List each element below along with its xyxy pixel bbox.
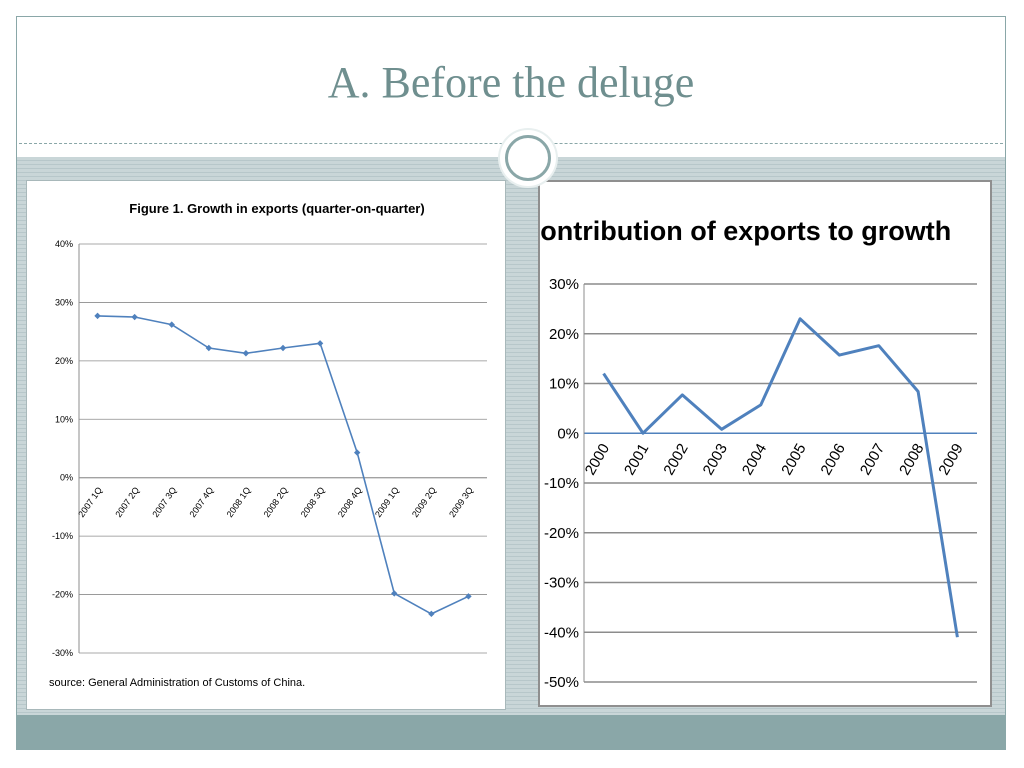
contribution-chart: Contribution of exports to growth 30% 20%…	[521, 216, 977, 691]
c2-ytick-label: 0%	[557, 425, 579, 442]
c1-data-point	[242, 350, 250, 357]
c2-ytick-label: 30%	[549, 276, 579, 293]
chart1-source: source: General Administration of Custom…	[49, 677, 305, 689]
c2-xtick-label: 2001	[621, 441, 652, 478]
slide-frame: A. Before the deluge Figure 1. Growth in…	[16, 16, 1006, 750]
c1-data-point	[316, 340, 324, 347]
chart-panel-left: Figure 1. Growth in exports (quarter-on-…	[26, 180, 506, 710]
c1-xtick-label: 2009 1Q	[373, 485, 401, 519]
c1-xtick-label: 2007 4Q	[187, 485, 215, 519]
c1-xtick-label: 2009 2Q	[410, 485, 438, 519]
c1-ytick-label: -30%	[52, 648, 73, 658]
chart-panel-right: Contribution of exports to growth 30% 20%…	[521, 180, 992, 707]
c1-data-point	[168, 321, 175, 328]
c2-ytick-label: -40%	[544, 624, 579, 641]
c1-xtick-label: 2008 3Q	[299, 485, 327, 519]
c1-data-point	[94, 312, 101, 320]
slide-title: A. Before the deluge	[327, 58, 695, 107]
c1-ytick-label: 40%	[55, 239, 73, 249]
c1-data-point	[465, 593, 472, 600]
c1-data-point	[353, 449, 361, 456]
title-area: A. Before the deluge	[17, 17, 1005, 145]
c2-xtick-label: 2002	[660, 441, 691, 478]
c2-xtick-label: 2007	[857, 441, 888, 478]
c1-xtick-label: 2007 1Q	[76, 485, 104, 519]
c1-ytick-label: -10%	[52, 531, 73, 541]
export-growth-chart: Figure 1. Growth in exports (quarter-on-…	[49, 201, 487, 689]
c2-ytick-label: 10%	[549, 376, 579, 393]
chart2-title: Contribution of exports to growth	[540, 216, 951, 246]
c2-xtick-label: 2005	[778, 441, 809, 478]
c2-xtick-label: 2006	[818, 441, 849, 478]
c2-xtick-label: 2004	[739, 441, 770, 478]
c1-xtick-label: 2008 4Q	[336, 485, 364, 519]
c2-ytick-label: -10%	[544, 475, 579, 492]
c2-xtick-label: 2009	[935, 441, 966, 478]
c2-xtick-label: 2000	[582, 441, 613, 478]
c2-xtick-label: 2003	[700, 441, 731, 478]
c2-ytick-label: -50%	[544, 674, 579, 691]
c1-xtick-label: 2009 3Q	[447, 485, 475, 519]
c1-data-point	[391, 590, 398, 597]
c1-ytick-label: -20%	[52, 590, 73, 600]
c1-ytick-label: 0%	[60, 473, 73, 483]
c1-data-point	[428, 610, 435, 618]
circle-ornament	[500, 130, 556, 186]
c1-data-point	[205, 344, 213, 352]
c1-ytick-label: 20%	[55, 356, 73, 366]
c1-ytick-label: 10%	[55, 414, 73, 424]
c2-xtick-label: 2008	[896, 441, 927, 478]
c1-xtick-label: 2008 2Q	[262, 485, 290, 519]
c1-xtick-label: 2007 3Q	[150, 485, 178, 519]
c1-data-point	[131, 313, 138, 321]
c2-series-line	[602, 317, 959, 638]
c1-ytick-label: 30%	[55, 297, 73, 307]
c1-xtick-label: 2007 2Q	[113, 485, 141, 519]
c1-data-point	[279, 344, 287, 352]
c2-ytick-label: -20%	[544, 525, 579, 542]
c2-ytick-label: -30%	[544, 575, 579, 592]
chart1-title: Figure 1. Growth in exports (quarter-on-…	[129, 201, 424, 216]
c1-xtick-label: 2008 1Q	[225, 485, 253, 519]
bottom-bar	[17, 715, 1005, 749]
c2-ytick-label: 20%	[549, 326, 579, 343]
